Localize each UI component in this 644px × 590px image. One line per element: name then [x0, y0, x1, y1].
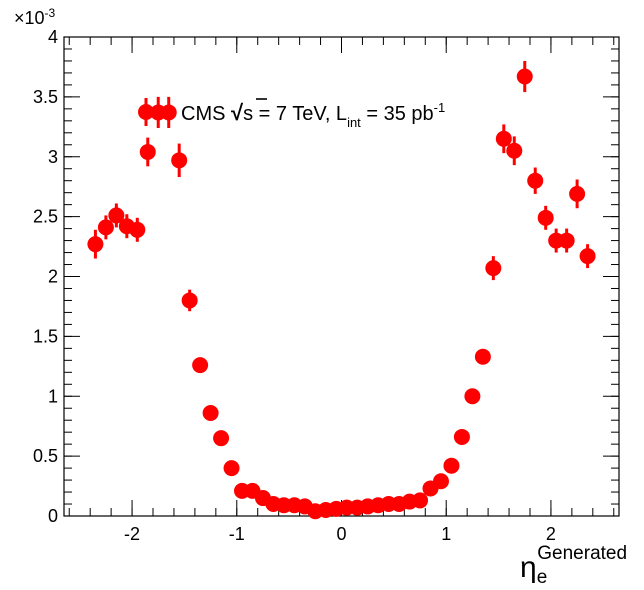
x-axis-title: ηe Generated — [520, 543, 627, 588]
y-tick-label: 4 — [48, 27, 58, 47]
data-point — [139, 143, 156, 160]
y-tick-label: 1.5 — [33, 326, 58, 346]
legend-sup: -1 — [434, 100, 446, 115]
y-tick-label: 0.5 — [33, 446, 58, 466]
y-multiplier-label: ×10-3 — [14, 6, 56, 28]
data-point — [527, 172, 544, 189]
legend-prefix: CMS — [181, 103, 231, 125]
data-point — [171, 152, 188, 169]
y-tick-label: 3 — [48, 147, 58, 167]
legend-marker — [138, 104, 154, 120]
data-point — [464, 388, 481, 405]
data-point — [516, 68, 533, 85]
legend-suffix: = 35 pb — [361, 103, 434, 125]
y-tick-label: 1 — [48, 386, 58, 406]
y-multiplier-base: ×10 — [14, 8, 45, 28]
x-tick-label: 2 — [546, 524, 556, 544]
data-point — [537, 209, 554, 226]
x-tick-label: -2 — [124, 524, 140, 544]
data-point — [412, 492, 429, 509]
x-axis-title-sup: Generated — [537, 543, 627, 564]
data-point — [569, 185, 586, 202]
data-point — [213, 430, 230, 447]
data-point — [160, 104, 177, 121]
legend-sub: int — [347, 115, 361, 130]
y-multiplier-exponent: -3 — [45, 6, 56, 20]
data-point — [453, 428, 470, 445]
data-point — [223, 460, 240, 477]
y-tick-label: 0 — [48, 506, 58, 526]
data-point — [506, 142, 523, 159]
y-tick-label: 3.5 — [33, 87, 58, 107]
data-point — [129, 221, 146, 238]
legend-entry: CMS √s = 7 TeV, Lint = 35 pb-1 — [181, 100, 445, 130]
legend-sqrt: √ — [231, 100, 244, 125]
data-point — [181, 292, 198, 309]
x-axis-title-main: η — [520, 551, 537, 584]
data-point — [579, 248, 596, 265]
legend-mid: = 7 TeV, L — [253, 103, 347, 125]
x-tick-label: 1 — [441, 524, 451, 544]
y-tick-label: 2.5 — [33, 207, 58, 227]
data-point — [87, 236, 104, 253]
legend-s: s — [243, 103, 253, 125]
data-point — [108, 207, 125, 224]
data-point — [192, 357, 209, 374]
x-axis-title-sub: e — [537, 567, 548, 588]
data-point — [495, 130, 512, 147]
x-tick-label: 0 — [336, 524, 346, 544]
data-point — [558, 232, 575, 249]
data-point — [474, 348, 491, 365]
y-tick-label: 2 — [48, 267, 58, 287]
data-point — [485, 260, 502, 277]
data-point — [97, 219, 114, 236]
data-point — [443, 457, 460, 474]
data-points — [87, 60, 596, 520]
data-point — [432, 473, 449, 490]
x-tick-label: -1 — [229, 524, 245, 544]
data-point — [202, 405, 219, 422]
legend: CMS √s = 7 TeV, Lint = 35 pb-1 — [138, 98, 445, 130]
